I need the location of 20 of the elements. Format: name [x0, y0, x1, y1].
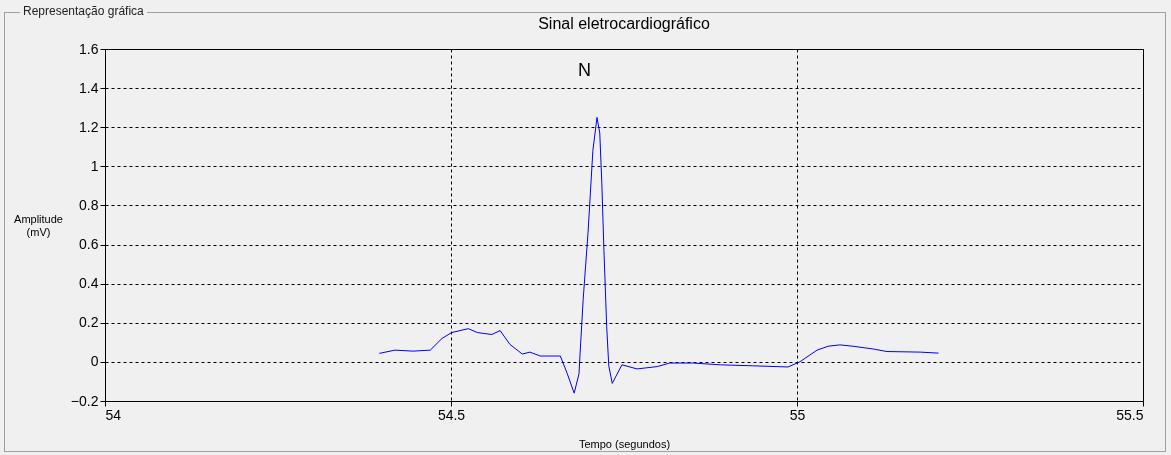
y-tick-label: 1.6	[79, 40, 99, 57]
x-axis-title: Tempo (segundos)	[578, 437, 671, 450]
y-axis-title: Amplitude (mV)	[14, 212, 63, 238]
x-tick-label: 54.5	[437, 406, 466, 423]
y-tick-label: 1	[90, 157, 99, 174]
y-tick-label: 1.4	[79, 79, 99, 96]
x-tick-label: 55	[789, 406, 806, 423]
x-tick-label: 55.5	[1116, 406, 1144, 423]
y-tick-label: 0.4	[79, 275, 99, 292]
y-tick-label: 1.2	[79, 118, 99, 135]
line-series	[379, 116, 939, 394]
y-tick-label: −0.2	[70, 392, 99, 409]
text: Representação gráfica	[20, 4, 147, 18]
y-tick-label: 0	[90, 353, 99, 370]
y-tick-label: 0.6	[79, 236, 99, 253]
x-tick-label: 54	[105, 406, 122, 423]
y-tick-label: 0.2	[79, 314, 99, 331]
y-tick-label: 0.8	[79, 196, 99, 213]
chart-title: Sinal eletrocardiográfico	[538, 15, 710, 32]
annotation: N	[578, 60, 592, 80]
